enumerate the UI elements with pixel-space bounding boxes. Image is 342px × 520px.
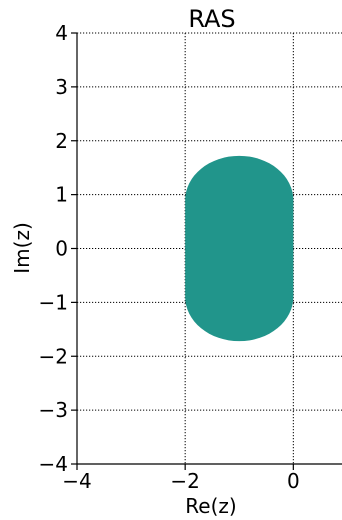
x-tick-label-0: −4 <box>62 469 91 493</box>
y-tick-label-2: −2 <box>39 344 68 368</box>
y-tick-label-5: 1 <box>55 183 68 207</box>
x-tick-label-2: 0 <box>287 469 300 493</box>
x-axis-label: Re(z) <box>185 494 236 518</box>
y-tick-label-8: 4 <box>55 21 68 45</box>
y-tick-label-1: −3 <box>39 398 68 422</box>
y-tick-label-3: −1 <box>39 290 68 314</box>
ticks: −4 −2 0 −4 −3 −2 −1 0 1 2 3 4 <box>39 21 300 493</box>
chart-title: RAS <box>188 5 235 33</box>
y-tick-label-7: 3 <box>55 75 68 99</box>
stability-region <box>185 155 294 342</box>
y-tick-label-6: 2 <box>55 129 68 153</box>
y-tick-label-0: −4 <box>39 452 68 476</box>
y-tick-label-4: 0 <box>55 237 68 261</box>
x-tick-label-1: −2 <box>170 469 199 493</box>
y-axis-label: Im(z) <box>10 222 34 273</box>
